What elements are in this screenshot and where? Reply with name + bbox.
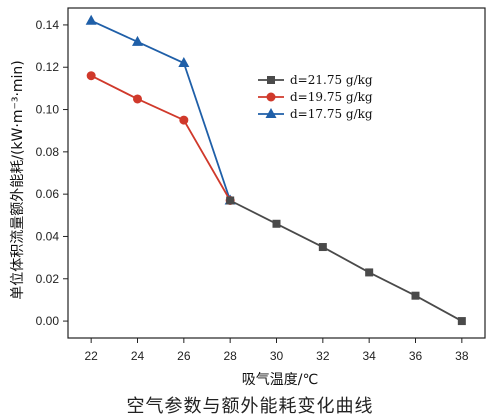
x-tick-label: 28	[223, 349, 237, 363]
data-point	[318, 243, 327, 252]
x-tick-label: 36	[409, 349, 423, 363]
legend-label: d=19.75 g/kg	[290, 90, 373, 104]
x-tick-label: 22	[84, 349, 98, 363]
y-axis-title: 单位体积流量额外能耗/(kW·m⁻³·min)	[10, 60, 26, 300]
data-point	[272, 219, 281, 228]
data-point	[178, 57, 190, 67]
y-tick-label: 0.12	[36, 60, 60, 74]
legend-item-1: d=19.75 g/kg	[258, 90, 373, 104]
x-tick-label: 24	[131, 349, 145, 363]
data-point	[411, 291, 420, 300]
plot-frame	[67, 7, 486, 339]
series-line	[90, 74, 231, 201]
y-tick-label: 0.14	[36, 18, 60, 32]
series-line	[229, 199, 463, 322]
data-point	[179, 115, 189, 125]
series-line	[90, 19, 232, 201]
y-tick-label: 0.00	[36, 314, 60, 328]
data-point	[133, 94, 142, 104]
x-tick-label: 34	[362, 349, 376, 363]
x-tick-label: 32	[316, 349, 330, 363]
y-tick-label: 0.10	[36, 103, 60, 117]
y-tick-label: 0.02	[36, 272, 60, 286]
series-layer	[85, 14, 466, 326]
data-point	[226, 196, 235, 205]
legend-item-2: d=17.75 g/kg	[258, 107, 373, 121]
data-point	[86, 71, 96, 81]
y-tick-label: 0.04	[36, 229, 60, 243]
data-point	[85, 14, 97, 25]
series-0	[226, 196, 466, 326]
y-tick-label: 0.06	[36, 187, 60, 201]
y-axis: 0.00 0.02 0.04 0.06 0.08 0.10 0.12 0.14	[36, 18, 68, 328]
x-tick-label: 38	[455, 349, 469, 363]
series-1	[86, 71, 235, 205]
legend-item-0: d=21.75 g/kg	[258, 73, 373, 87]
legend-marker	[267, 76, 275, 84]
legend-label: d=17.75 g/kg	[290, 107, 373, 121]
legend-label: d=21.75 g/kg	[290, 73, 373, 87]
data-point	[132, 35, 143, 46]
figure-caption: 空气参数与额外能耗变化曲线	[126, 396, 374, 417]
legend-marker	[266, 92, 276, 102]
data-point	[365, 268, 374, 277]
x-axis: 22 24 26 28 30 32 34 36 38	[84, 338, 469, 363]
legend: d=21.75 g/kg d=19.75 g/kg d=17.75 g/kg	[258, 73, 373, 121]
data-point	[457, 317, 466, 326]
x-tick-label: 30	[270, 349, 284, 363]
legend-marker	[265, 108, 277, 118]
x-axis-title: 吸气温度/℃	[242, 372, 318, 388]
chart: 22 24 26 28 30 32 34 36 38 0.000.020.040.060.080…	[10, 7, 486, 388]
x-tick-label: 26	[177, 349, 191, 363]
y-tick-label: 0.08	[36, 145, 60, 159]
plot-border	[67, 7, 486, 339]
